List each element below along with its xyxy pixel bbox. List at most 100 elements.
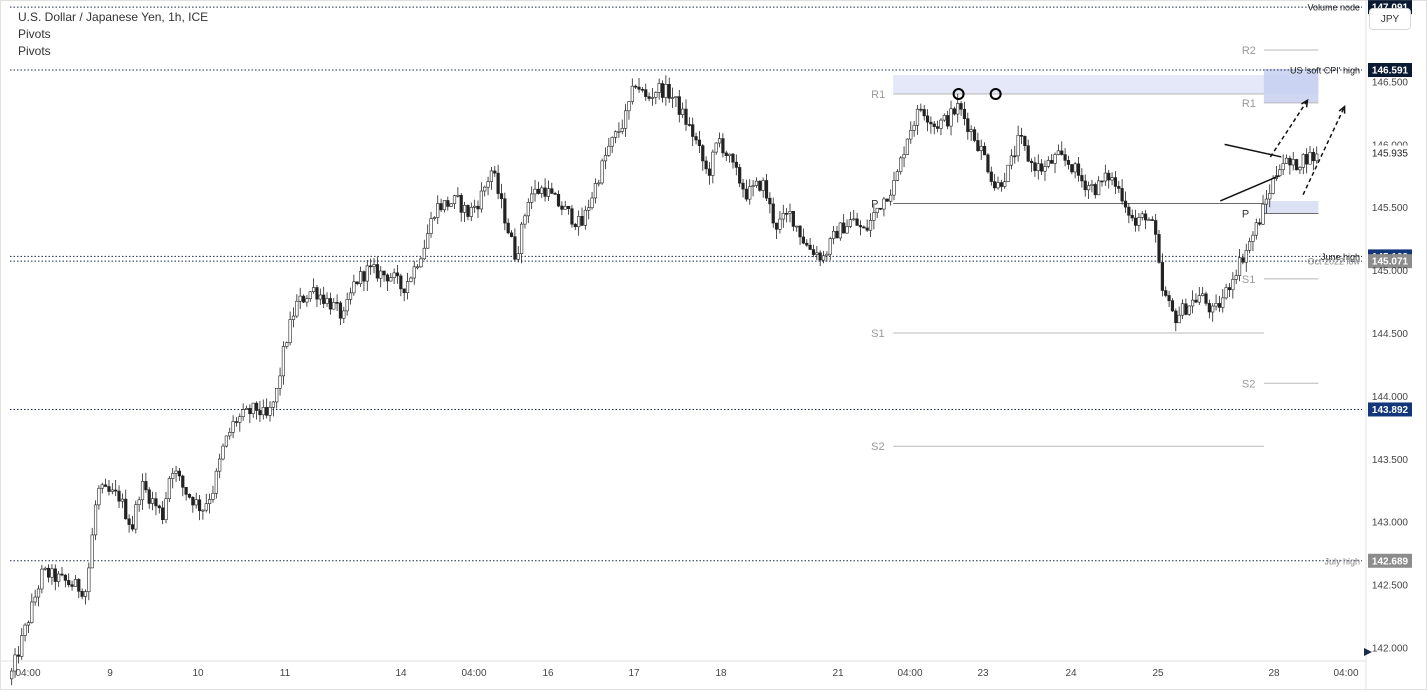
candle-body: [1110, 177, 1114, 181]
candle-body: [543, 187, 547, 197]
candle-body: [73, 579, 78, 587]
scroll-right-icon[interactable]: [1364, 648, 1372, 656]
candle-body: [798, 225, 802, 238]
candle-body: [479, 190, 483, 210]
time-tick-label: 21: [832, 668, 844, 679]
candle-body: [530, 193, 534, 203]
candle-body: [872, 212, 876, 221]
candle-body: [1294, 159, 1299, 171]
candle-body: [697, 139, 702, 146]
candle-body: [1029, 160, 1034, 163]
candle-body: [885, 198, 889, 202]
candle-body: [852, 218, 856, 221]
candle-body: [130, 524, 135, 530]
candle-body: [929, 121, 933, 125]
candle-body: [634, 85, 638, 88]
resistance-zone-1: [1263, 68, 1319, 103]
candle-body: [335, 302, 339, 304]
candle-body: [1133, 217, 1138, 226]
key-level-label: June high: [1321, 252, 1360, 262]
candle-body: [97, 487, 101, 506]
candle-body: [271, 401, 275, 408]
candle-body: [13, 654, 17, 672]
candle-body: [704, 160, 708, 170]
candle-body: [516, 253, 520, 260]
time-tick-label: 24: [1065, 668, 1077, 679]
candle-body: [1291, 159, 1295, 166]
candle-body: [1261, 203, 1265, 225]
candle-body: [627, 101, 631, 112]
time-tick-label: 04:00: [1333, 668, 1358, 679]
candle-body: [1050, 160, 1054, 164]
candle-body: [556, 193, 561, 207]
candle-body: [221, 445, 225, 460]
price-tick-label: 146.500: [1372, 77, 1409, 88]
time-tick-label: 25: [1152, 668, 1164, 679]
candle-body: [684, 108, 688, 125]
candle-body: [150, 498, 155, 504]
candle-body: [248, 408, 252, 414]
candle-body: [90, 534, 94, 569]
candle-body: [644, 89, 648, 97]
candle-body: [137, 499, 141, 506]
candle-body: [1298, 167, 1302, 171]
price-tag-text: 142.689: [1372, 556, 1409, 567]
candle-body: [966, 118, 970, 132]
candle-body: [1177, 314, 1181, 324]
candle-body: [734, 161, 738, 168]
candle-body: [23, 624, 27, 636]
candle-body: [919, 108, 923, 111]
candle-body: [1016, 135, 1020, 157]
price-tick-label: 144.000: [1372, 392, 1409, 403]
candle-body: [741, 182, 745, 190]
candle-body: [493, 170, 497, 174]
candle-body: [462, 205, 467, 213]
candle-body: [1107, 172, 1111, 181]
candle-body: [728, 153, 732, 156]
candle-body: [1194, 299, 1198, 303]
candle-body: [369, 265, 373, 268]
candle-body: [902, 154, 906, 159]
candle-body: [781, 213, 785, 220]
candle-body: [372, 264, 376, 267]
candle-body: [392, 272, 396, 278]
candle-body: [1137, 217, 1141, 226]
candle-body: [805, 242, 809, 246]
pivots-indicator-label-1[interactable]: Pivots: [18, 27, 51, 41]
time-tick-label: 18: [715, 668, 727, 679]
candle-body: [758, 180, 762, 191]
pivot-label-p: P: [871, 198, 878, 210]
candle-body: [593, 183, 598, 199]
candle-body: [1180, 303, 1185, 316]
candle-body: [20, 635, 24, 657]
candle-body: [449, 203, 453, 207]
price-tick-label: 142.000: [1372, 643, 1409, 654]
candle-body: [100, 484, 104, 489]
candle-body: [1147, 219, 1151, 221]
candle-body: [1305, 154, 1309, 165]
candle-body: [811, 249, 816, 255]
candle-body: [1174, 310, 1178, 324]
time-tick-label: 9: [107, 668, 113, 679]
candle-body: [214, 470, 218, 494]
candle-body: [405, 281, 410, 294]
candle-body: [526, 202, 530, 217]
candle-body: [540, 187, 544, 194]
candle-body: [1113, 177, 1118, 187]
candle-body: [473, 205, 477, 208]
chart-title: U.S. Dollar / Japanese Yen, 1h, ICE: [18, 10, 209, 24]
candle-body: [338, 302, 343, 319]
candle-body: [660, 83, 665, 98]
candle-body: [694, 136, 698, 141]
candle-body: [419, 258, 423, 268]
candle-body: [674, 96, 678, 98]
candle-body: [738, 167, 742, 184]
pivots-indicator-label-2[interactable]: Pivots: [18, 44, 51, 58]
candle-body: [677, 96, 681, 115]
candle-body: [234, 421, 239, 423]
currency-button[interactable]: JPY: [1369, 8, 1411, 30]
candle-body: [1254, 222, 1258, 236]
candle-body: [546, 188, 551, 197]
candle-body: [181, 475, 185, 488]
